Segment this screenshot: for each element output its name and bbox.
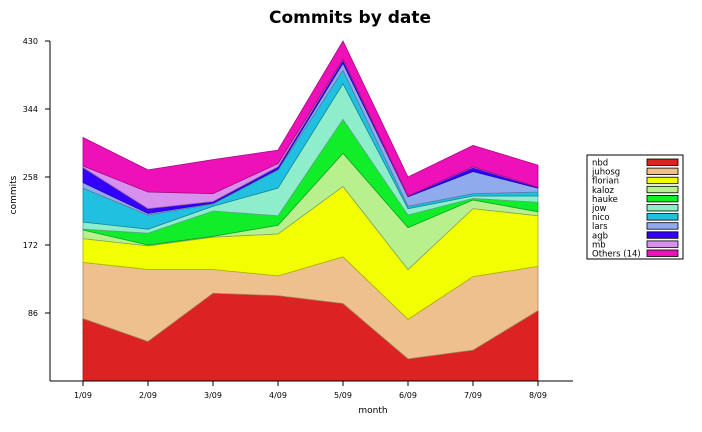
legend-swatch	[646, 194, 679, 203]
y-tick-label: 172	[23, 241, 38, 250]
x-tick-label: 4/09	[269, 391, 287, 400]
legend-swatch	[646, 204, 679, 212]
legend-swatch	[646, 240, 679, 248]
legend-label: mb	[592, 240, 606, 250]
x-tick-label: 1/09	[74, 391, 92, 400]
x-axis-label: month	[358, 406, 387, 416]
legend-swatch	[646, 231, 679, 239]
legend-swatch	[646, 185, 679, 194]
x-tick-label: 7/09	[464, 391, 482, 400]
legend-label: nico	[592, 213, 610, 223]
x-tick-label: 3/09	[204, 391, 222, 400]
y-tick-label: 430	[23, 37, 38, 46]
legend-label: florian	[592, 177, 619, 187]
legend-label: hauke	[592, 195, 618, 205]
x-tick-label: 2/09	[139, 391, 157, 400]
legend-label: jow	[591, 204, 607, 214]
legend-swatch	[646, 249, 679, 257]
x-tick-label: 5/09	[334, 391, 352, 400]
y-axis-label: commits	[9, 175, 19, 214]
legend-swatch	[646, 176, 679, 185]
axes-layer: 86 172 258 344 430 1/09 2/09 3/09 4/09 5/09 6/09 7/…	[23, 37, 573, 400]
legend-swatch	[646, 213, 679, 221]
legend-swatch	[646, 167, 679, 176]
legend-label: nbd	[592, 159, 608, 169]
legend-label: juhosg	[591, 168, 620, 178]
legend-swatch	[646, 158, 679, 166]
y-tick-label: 258	[23, 173, 38, 182]
legend-label: Others (14)	[592, 250, 641, 260]
chart-title: Commits by date	[269, 8, 431, 28]
y-tick-label: 86	[28, 309, 38, 318]
x-tick-label: 6/09	[399, 391, 417, 400]
legend-label: kaloz	[592, 186, 615, 196]
legend: nbdjuhosgfloriankalozhaukejownicolarsagb…	[586, 154, 684, 260]
area-others-14	[82, 40, 539, 197]
x-tick-label: 8/09	[529, 391, 547, 400]
y-tick-label: 344	[23, 105, 38, 114]
legend-swatch	[646, 222, 679, 230]
areas-layer	[82, 40, 539, 382]
legend-label: lars	[592, 222, 608, 232]
legend-label: agb	[592, 231, 608, 241]
